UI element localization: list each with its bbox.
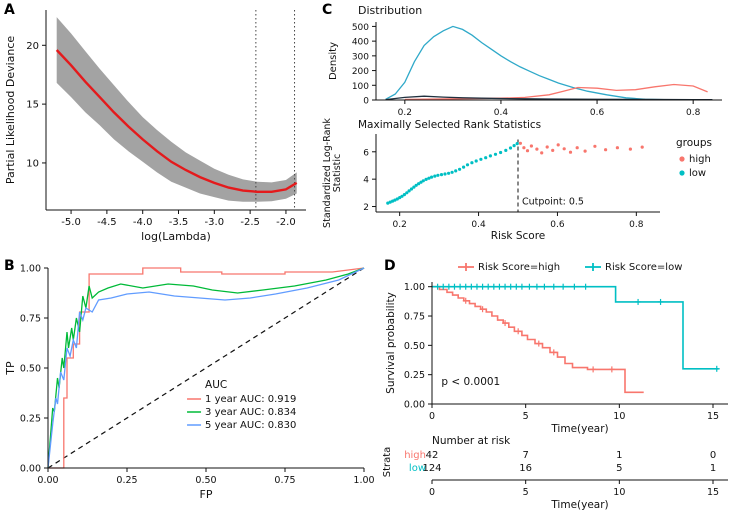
- svg-text:0.2: 0.2: [398, 108, 412, 118]
- distribution-and-rank-stats-chart: Distribution 0.2 0.4 0.6 0.8 0 100 200 300 400 500…: [322, 4, 722, 242]
- svg-text:0.75: 0.75: [274, 475, 295, 486]
- svg-text:15: 15: [707, 487, 719, 498]
- panel-a-label: A: [4, 2, 15, 18]
- svg-text:0.50: 0.50: [404, 341, 425, 352]
- km-survival-chart: Risk Score=high Risk Score=low p < 0.0001 0…: [382, 262, 728, 511]
- panel-d-label: D: [384, 258, 396, 274]
- svg-text:5: 5: [523, 411, 529, 422]
- svg-text:1.00: 1.00: [353, 475, 374, 486]
- svg-text:0.00: 0.00: [404, 400, 425, 411]
- svg-text:Survival probability: Survival probability: [385, 292, 397, 394]
- svg-text:-3.5: -3.5: [169, 217, 189, 228]
- svg-text:16: 16: [519, 463, 532, 474]
- svg-text:15: 15: [26, 100, 39, 111]
- svg-text:Standardized Log-Rank: Standardized Log-Rank: [322, 118, 333, 228]
- svg-text:0.75: 0.75: [20, 314, 41, 325]
- svg-text:2: 2: [363, 203, 369, 213]
- svg-text:p < 0.0001: p < 0.0001: [441, 376, 500, 388]
- svg-text:0: 0: [429, 411, 435, 422]
- svg-text:Time(year): Time(year): [550, 423, 608, 435]
- svg-text:3 year AUC: 0.834: 3 year AUC: 0.834: [205, 407, 296, 418]
- svg-text:Risk Score=high: Risk Score=high: [478, 262, 560, 273]
- svg-text:4: 4: [363, 176, 369, 186]
- svg-text:-3.0: -3.0: [205, 217, 225, 228]
- svg-text:100: 100: [352, 82, 369, 92]
- svg-text:0.50: 0.50: [20, 364, 41, 375]
- lasso-deviance-chart: -5.0 -4.5 -4.0 -3.5 -3.0 -2.5 -2.0 10 15 20 log(La…: [4, 10, 306, 243]
- svg-text:Maximally Selected Rank Statis: Maximally Selected Rank Statistics: [358, 119, 541, 131]
- svg-text:6: 6: [363, 148, 369, 158]
- svg-text:high: high: [689, 154, 711, 165]
- roc-chart: 0.00 0.25 0.50 0.75 1.00 0.00 0.25 0.50 0.75 1.00…: [4, 264, 375, 502]
- svg-text:AUC: AUC: [205, 379, 227, 391]
- svg-text:-2.0: -2.0: [276, 217, 296, 228]
- svg-text:1.00: 1.00: [20, 264, 41, 275]
- svg-text:7: 7: [522, 450, 528, 461]
- panel-c-label: C: [322, 2, 333, 18]
- panel-b: B 0.00 0.25 0.50 0.75 1.00 0.00 0.25 0.50 0.75 1.…: [0, 256, 380, 512]
- svg-text:0.2: 0.2: [393, 220, 407, 230]
- svg-text:42: 42: [426, 450, 439, 461]
- svg-text:TP: TP: [4, 361, 17, 376]
- svg-text:0: 0: [363, 97, 369, 107]
- svg-text:400: 400: [352, 38, 369, 48]
- svg-text:Strata: Strata: [382, 447, 393, 478]
- svg-text:Number at risk: Number at risk: [432, 435, 511, 447]
- svg-text:Cutpoint: 0.5: Cutpoint: 0.5: [522, 196, 584, 207]
- svg-text:0.6: 0.6: [590, 108, 605, 118]
- svg-text:10: 10: [613, 411, 625, 422]
- svg-text:0.00: 0.00: [20, 464, 41, 475]
- svg-text:0.75: 0.75: [404, 312, 425, 323]
- svg-text:0.4: 0.4: [471, 220, 486, 230]
- svg-text:15: 15: [707, 411, 719, 422]
- svg-text:low: low: [689, 168, 706, 179]
- svg-text:log(Lambda): log(Lambda): [141, 230, 211, 243]
- svg-text:FP: FP: [200, 488, 213, 501]
- svg-text:Risk Score=low: Risk Score=low: [605, 262, 682, 273]
- svg-text:Density: Density: [328, 42, 339, 80]
- svg-text:groups: groups: [676, 137, 712, 149]
- svg-text:0.8: 0.8: [629, 220, 644, 230]
- svg-text:0.00: 0.00: [37, 475, 58, 486]
- svg-text:1 year AUC: 0.919: 1 year AUC: 0.919: [205, 394, 296, 405]
- svg-text:0.25: 0.25: [404, 370, 425, 381]
- svg-text:Statistic: Statistic: [332, 154, 343, 192]
- svg-text:Risk Score: Risk Score: [491, 230, 546, 242]
- svg-text:-4.0: -4.0: [133, 217, 153, 228]
- svg-text:-4.5: -4.5: [97, 217, 117, 228]
- svg-text:0.4: 0.4: [494, 108, 509, 118]
- svg-text:-2.5: -2.5: [240, 217, 260, 228]
- svg-text:124: 124: [422, 463, 441, 474]
- svg-text:0: 0: [429, 487, 435, 498]
- svg-text:0: 0: [710, 450, 716, 461]
- svg-text:Time(year): Time(year): [550, 499, 608, 511]
- svg-text:300: 300: [352, 52, 369, 62]
- panel-a: A -5.0 -4.5 -4.0 -3.5 -3.0 -2.5 -2.0 10 15 20 log(…: [0, 0, 318, 256]
- svg-text:10: 10: [613, 487, 625, 498]
- svg-text:500: 500: [352, 23, 369, 33]
- svg-text:1: 1: [710, 463, 716, 474]
- svg-text:Partial Likelihood Deviance: Partial Likelihood Deviance: [4, 36, 17, 185]
- svg-text:-5.0: -5.0: [61, 217, 81, 228]
- svg-text:20: 20: [26, 41, 39, 52]
- svg-text:5: 5: [616, 463, 622, 474]
- svg-text:0.6: 0.6: [550, 220, 565, 230]
- svg-text:0.25: 0.25: [20, 414, 41, 425]
- svg-text:Distribution: Distribution: [358, 4, 422, 17]
- svg-text:1.00: 1.00: [404, 282, 425, 293]
- svg-text:high: high: [404, 450, 426, 461]
- svg-text:5 year AUC: 0.830: 5 year AUC: 0.830: [205, 420, 296, 431]
- panel-c: C Distribution 0.2 0.4 0.6 0.8 0 100 200 300 400 5…: [318, 0, 740, 256]
- svg-text:10: 10: [26, 158, 39, 169]
- svg-text:200: 200: [352, 67, 369, 77]
- svg-text:0.50: 0.50: [195, 475, 216, 486]
- svg-text:0.8: 0.8: [686, 108, 701, 118]
- panel-b-label: B: [4, 258, 15, 274]
- svg-text:1: 1: [616, 450, 622, 461]
- panel-d: D Risk Score=high Risk Score=low p < 0.000…: [380, 256, 740, 512]
- svg-text:5: 5: [523, 487, 529, 498]
- svg-text:low: low: [409, 463, 426, 474]
- svg-text:0.25: 0.25: [116, 475, 137, 486]
